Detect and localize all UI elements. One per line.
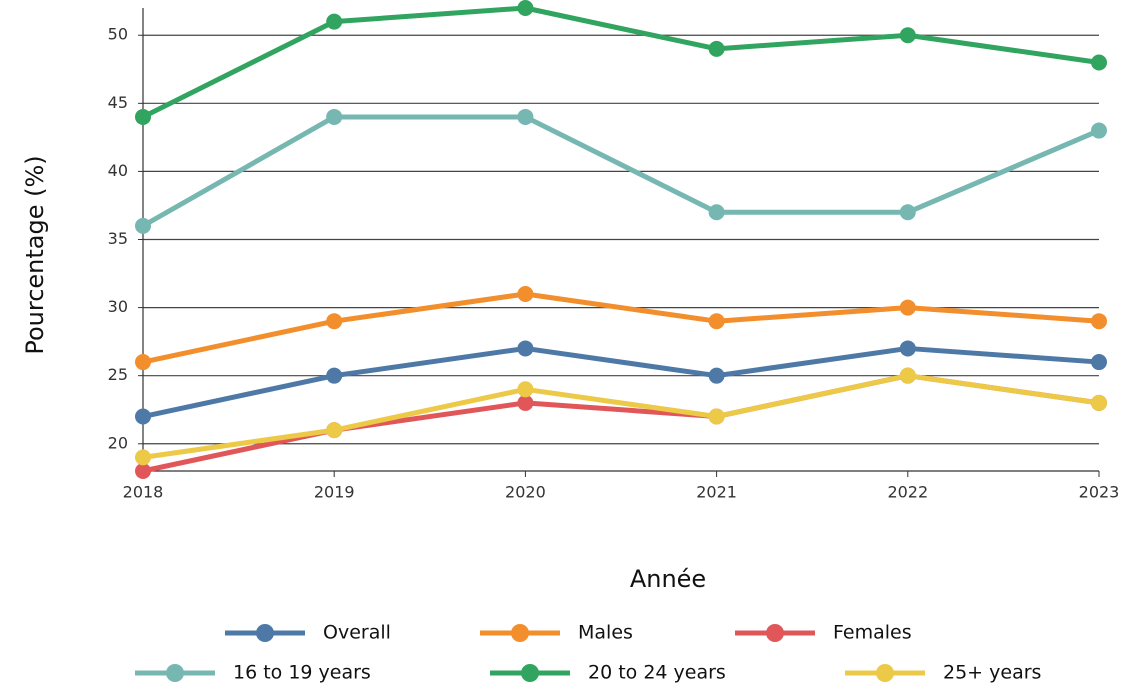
series-point <box>135 463 151 479</box>
y-tick-label: 30 <box>108 297 128 316</box>
series-line <box>141 114 1100 229</box>
series-point <box>708 204 725 221</box>
series-point <box>1091 122 1107 139</box>
legend-marker <box>256 624 274 642</box>
series-point <box>708 367 725 384</box>
series-point <box>135 108 151 125</box>
series-point <box>899 340 916 357</box>
series-point <box>1091 354 1107 371</box>
series-point <box>135 354 151 371</box>
series-point <box>708 408 725 425</box>
series-point <box>135 217 151 234</box>
legend-marker <box>766 624 784 642</box>
series-line <box>141 5 1100 120</box>
series-point <box>517 0 534 16</box>
series-point <box>1091 313 1107 330</box>
series-point <box>1091 54 1107 71</box>
series-point <box>326 13 343 30</box>
x-axis-title: Année <box>630 565 706 593</box>
legend-marker <box>521 664 539 682</box>
y-tick-label: 40 <box>108 161 128 180</box>
series-point <box>326 313 343 330</box>
x-tick-label: 2018 <box>123 483 164 502</box>
y-tick-label: 25 <box>108 365 128 384</box>
x-tick-label: 2021 <box>696 483 737 502</box>
x-tick-label: 2019 <box>314 483 355 502</box>
y-axis-title: Pourcentage (%) <box>21 155 49 354</box>
y-tick-label: 20 <box>108 433 128 452</box>
series-point <box>899 204 916 221</box>
series-point <box>517 108 534 125</box>
series-point <box>517 340 534 357</box>
y-tick-label: 50 <box>108 25 128 44</box>
series-line <box>142 373 1100 460</box>
legend-marker <box>511 624 529 642</box>
legend-label: Overall <box>323 622 391 644</box>
series-point <box>517 285 534 302</box>
series-line <box>142 373 1100 474</box>
series-point <box>517 394 534 411</box>
legend-label: 25+ years <box>943 662 1041 684</box>
series-point <box>899 27 916 44</box>
x-tick-label: 2022 <box>887 483 928 502</box>
legend-label: Females <box>833 622 912 644</box>
series-point <box>135 449 151 466</box>
x-tick-label: 2020 <box>505 483 546 502</box>
series-point <box>708 313 725 330</box>
series-point <box>326 367 343 384</box>
series-point <box>326 108 343 125</box>
legend-marker <box>876 664 894 682</box>
series-line <box>142 291 1100 365</box>
series-point <box>899 367 916 384</box>
legend-label: Males <box>578 622 633 644</box>
legend-label: 20 to 24 years <box>588 662 726 684</box>
series-line <box>142 345 1100 419</box>
series-point <box>517 381 534 398</box>
series-point <box>135 408 151 425</box>
series-point <box>1091 394 1107 411</box>
y-tick-label: 35 <box>108 229 128 248</box>
series-point <box>899 299 916 316</box>
legend-marker <box>166 664 184 682</box>
series-point <box>326 422 343 439</box>
y-tick-label: 45 <box>108 93 128 112</box>
legend-label: 16 to 19 years <box>233 662 371 684</box>
x-tick-label: 2023 <box>1079 483 1120 502</box>
series-point <box>708 40 725 57</box>
